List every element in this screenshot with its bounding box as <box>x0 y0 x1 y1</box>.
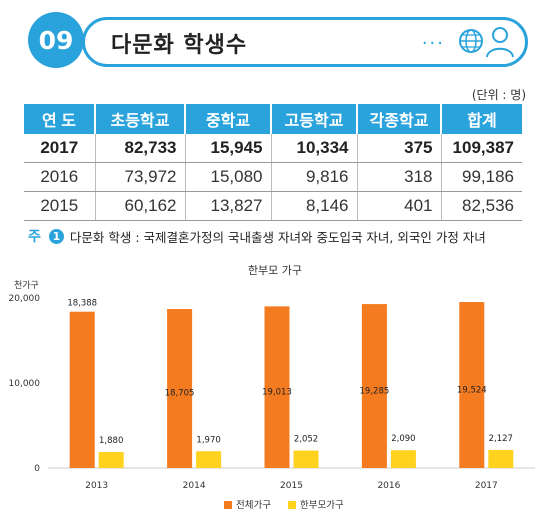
section-number-badge: 09 <box>28 12 84 68</box>
footnote: 주 1 다문화 학생 : 국제결혼가정의 국내출생 자녀와 중도입국 자녀, 외… <box>28 226 486 246</box>
legend-swatch-total <box>224 501 232 509</box>
y-tick-label: 10,000 <box>9 379 41 389</box>
cell-total: 99,186 <box>440 162 522 192</box>
cell-middle: 13,827 <box>184 191 271 221</box>
header-total: 합계 <box>440 104 522 134</box>
cell-total: 82,536 <box>440 191 522 221</box>
cell-misc: 318 <box>356 162 441 192</box>
footnote-mark: 주 <box>28 229 41 245</box>
table-header-row: 연 도 초등학교 중학교 고등학교 각종학교 합계 <box>24 104 522 134</box>
data-label-total: 18,388 <box>67 299 97 309</box>
cell-high: 9,816 <box>270 162 357 192</box>
x-tick-label: 2015 <box>280 481 303 491</box>
data-label-total: 19,013 <box>262 387 292 397</box>
cell-misc: 401 <box>356 191 441 221</box>
y-axis-unit: 천가구 <box>14 280 39 291</box>
x-tick-label: 2016 <box>377 481 400 491</box>
table-row: 2017 82,733 15,945 10,334 375 109,387 <box>24 134 522 163</box>
x-tick-label: 2014 <box>183 481 206 491</box>
cell-high: 8,146 <box>270 191 357 221</box>
table-row: 2015 60,162 13,827 8,146 401 82,536 <box>24 191 522 221</box>
student-table: 연 도 초등학교 중학교 고등학교 각종학교 합계 2017 82,733 15… <box>24 104 522 221</box>
header-high: 고등학교 <box>270 104 357 134</box>
section-header: 09 다문화 학생수 ··· <box>20 10 530 72</box>
bar-total-households <box>459 302 485 468</box>
cell-total: 109,387 <box>440 134 522 163</box>
chart-title: 한부모 가구 <box>248 264 302 277</box>
bar-total-households <box>167 309 193 468</box>
x-tick-label: 2017 <box>475 481 498 491</box>
table-row: 2016 73,972 15,080 9,816 318 99,186 <box>24 162 522 192</box>
header-year: 연 도 <box>24 104 95 134</box>
cell-year: 2016 <box>24 162 95 192</box>
bar-single-parent-households <box>196 451 222 468</box>
y-tick-label: 20,000 <box>9 294 41 304</box>
data-label-single-parent: 1,880 <box>99 436 123 446</box>
header-elementary: 초등학교 <box>94 104 185 134</box>
footnote-number: 1 <box>48 228 64 244</box>
legend-label-single-parent: 한부모가구 <box>300 500 344 511</box>
data-label-single-parent: 2,052 <box>294 435 318 445</box>
cell-elementary: 73,972 <box>94 162 185 192</box>
x-tick-label: 2013 <box>85 481 108 491</box>
bar-single-parent-households <box>98 452 124 468</box>
header-misc: 각종학교 <box>356 104 441 134</box>
dots-decoration: ··· <box>421 33 445 54</box>
bar-total-households <box>69 311 95 468</box>
cell-middle: 15,080 <box>184 162 271 192</box>
data-label-total: 19,285 <box>360 386 390 396</box>
legend-label-total: 전체가구 <box>236 500 271 511</box>
bar-single-parent-households <box>488 449 514 468</box>
cell-elementary: 82,733 <box>94 134 185 163</box>
title-pill: 다문화 학생수 ··· <box>82 17 528 67</box>
unit-label: (단위 : 명) <box>471 88 526 102</box>
cell-high: 10,334 <box>270 134 357 163</box>
bar-total-households <box>361 304 387 468</box>
cell-year: 2017 <box>24 134 95 163</box>
bar-total-households <box>264 306 290 468</box>
y-tick-label: 0 <box>34 464 40 474</box>
header-middle: 중학교 <box>184 104 271 134</box>
data-label-single-parent: 1,970 <box>196 435 220 445</box>
data-label-total: 18,705 <box>165 389 195 399</box>
bar-single-parent-households <box>390 450 416 468</box>
cell-misc: 375 <box>356 134 441 163</box>
data-label-single-parent: 2,127 <box>489 434 513 444</box>
page-title: 다문화 학생수 <box>111 33 248 58</box>
globe-icon <box>459 29 483 53</box>
cell-elementary: 60,162 <box>94 191 185 221</box>
cell-middle: 15,945 <box>184 134 271 163</box>
legend-swatch-single-parent <box>288 501 296 509</box>
data-label-single-parent: 2,090 <box>391 434 415 444</box>
footnote-text: 다문화 학생 : 국제결혼가정의 국내출생 자녀와 중도입국 자녀, 외국인 가… <box>69 229 486 245</box>
person-icon <box>486 27 514 58</box>
data-label-total: 19,524 <box>457 385 487 395</box>
cell-year: 2015 <box>24 191 95 221</box>
bar-single-parent-households <box>293 450 319 468</box>
